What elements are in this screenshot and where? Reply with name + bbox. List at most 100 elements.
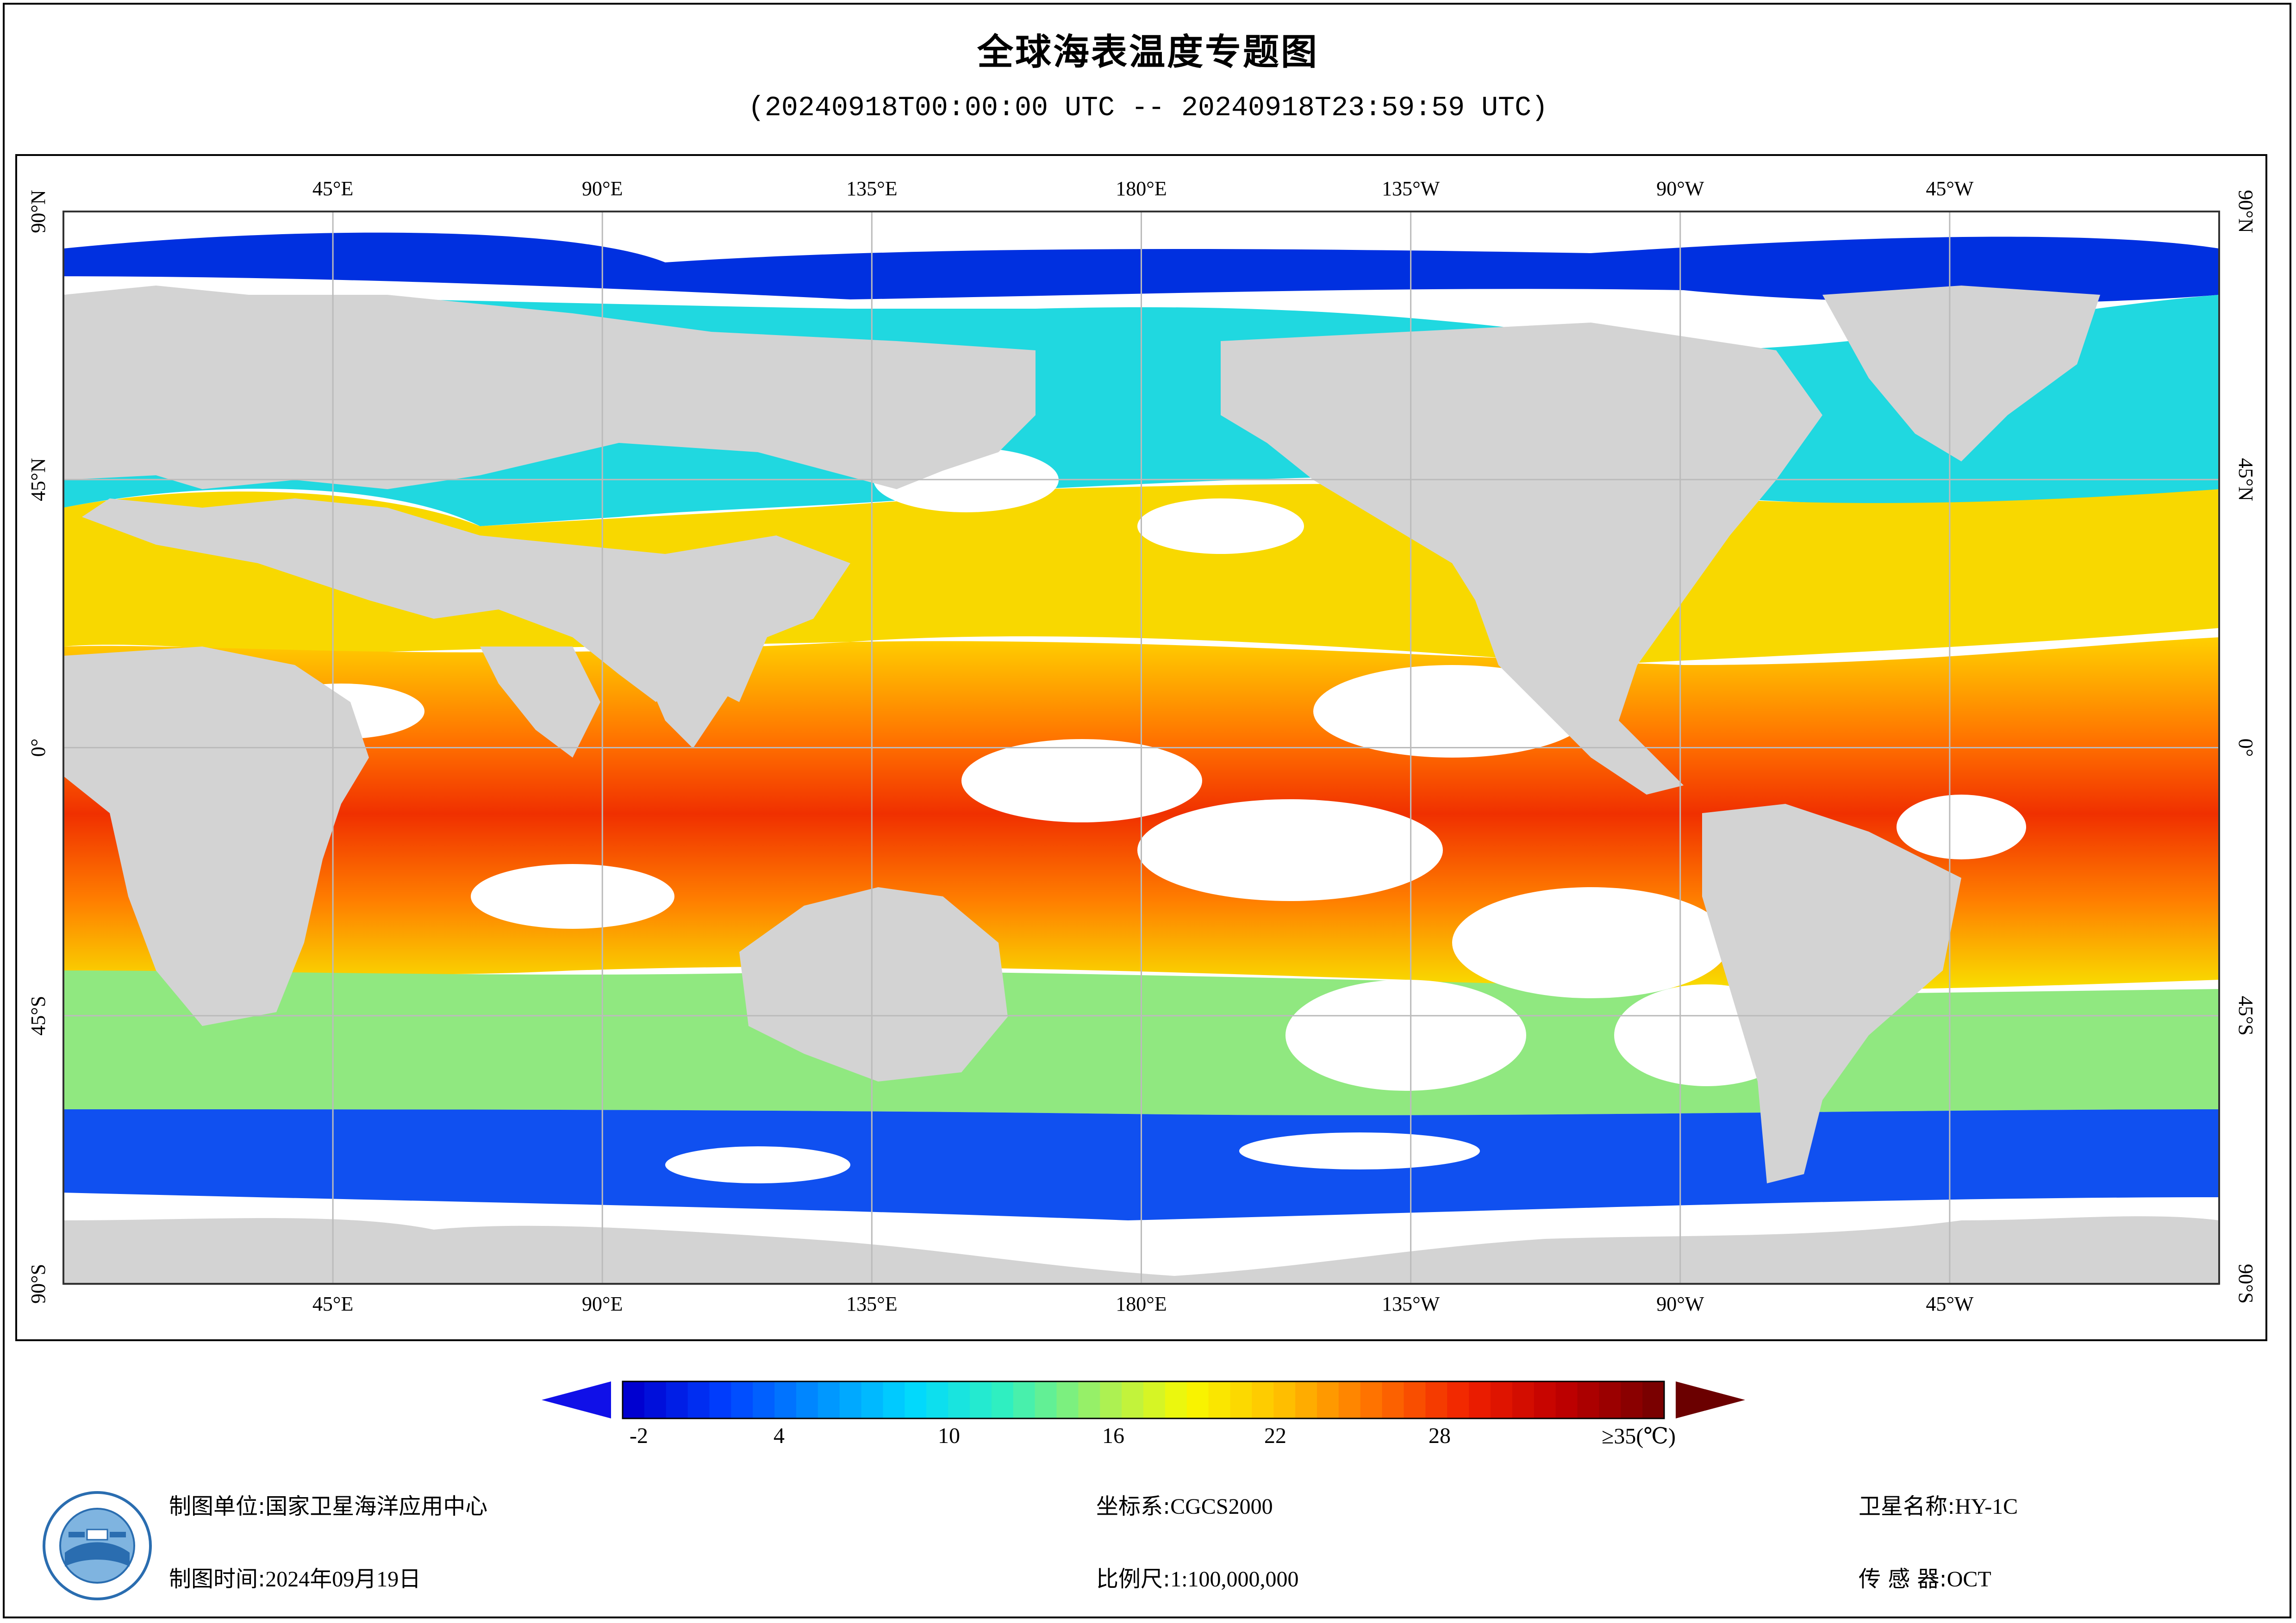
colorbar-segment <box>970 1381 992 1418</box>
latitude-label: 45°N <box>2234 458 2257 501</box>
colorbar-segment <box>774 1381 797 1418</box>
colorbar-segment <box>1360 1381 1383 1418</box>
colorbar-segment <box>817 1381 840 1418</box>
colorbar-segment <box>1230 1381 1253 1418</box>
time-value: 2024年09月19日 <box>265 1567 421 1592</box>
colorbar-segment <box>1338 1381 1361 1418</box>
latitude-labels-left: 90°N 45°N 0° 45°S 90°S <box>27 190 50 1304</box>
colorbar-segment <box>1599 1381 1622 1418</box>
colorbar-under-arrow <box>542 1381 611 1418</box>
longitude-label: 90°E <box>582 1293 623 1315</box>
colorbar-segment <box>731 1381 754 1418</box>
crs-label: 坐标系: <box>1096 1493 1171 1519</box>
colorbar-segment <box>753 1381 775 1418</box>
colorbar-segment <box>1013 1381 1036 1418</box>
colorbar-segment <box>1404 1381 1426 1418</box>
latitude-label: 0° <box>2234 739 2257 757</box>
colorbar-segment <box>883 1381 905 1418</box>
colorbar-border <box>622 1380 1665 1419</box>
colorbar-segment <box>1491 1381 1513 1418</box>
longitude-label: 90°W <box>1656 177 1704 200</box>
colorbar-segment <box>1555 1381 1578 1418</box>
colorbar-segment <box>948 1381 970 1418</box>
colorbar-segment <box>1382 1381 1404 1418</box>
north-america-land <box>1221 323 1822 795</box>
longitude-label: 45°W <box>1926 1293 1974 1315</box>
org-value: 国家卫星海洋应用中心 <box>265 1493 488 1519</box>
colorbar-tick-label: 16 <box>1102 1424 1124 1448</box>
colorbar-segment <box>1035 1381 1057 1418</box>
longitude-label: 135°W <box>1382 177 1440 200</box>
time-label: 制图时间: <box>169 1566 266 1592</box>
footer-satellite: 卫星名称:HY-1C <box>1859 1488 2018 1520</box>
scale-label: 比例尺: <box>1096 1566 1171 1592</box>
satellite-label: 卫星名称: <box>1859 1493 1955 1519</box>
colorbar-segment <box>1447 1381 1470 1418</box>
colorbar-tick-label: 22 <box>1264 1424 1286 1448</box>
africa-land <box>63 647 369 1026</box>
colorbar-segment <box>1295 1381 1317 1418</box>
crs-value: CGCS2000 <box>1170 1494 1273 1519</box>
sensor-label: 传 感 器: <box>1859 1566 1947 1592</box>
longitude-labels-top: 45°E 90°E 135°E 180°E 135°W 90°W 45°W <box>312 177 1974 200</box>
colorbar-segment <box>1100 1381 1123 1418</box>
colorbar-segment <box>1056 1381 1079 1418</box>
colorbar-over-arrow <box>1676 1381 1745 1418</box>
map-plot-border <box>62 211 2220 1285</box>
colorbar-segment <box>1534 1381 1556 1418</box>
map-subtitle: (20240918T00:00:00 UTC -- 20240918T23:59… <box>748 93 1548 124</box>
eurasia-land <box>63 286 1036 489</box>
footer-crs: 坐标系:CGCS2000 <box>1096 1488 1273 1520</box>
latitude-label: 90°S <box>27 1264 50 1304</box>
colorbar-segment <box>839 1381 862 1418</box>
sst-colorbar <box>542 1380 1745 1419</box>
colorbar-tick-label: 10 <box>938 1424 960 1448</box>
colorbar-segment <box>861 1381 884 1418</box>
colorbar-segment <box>644 1381 667 1418</box>
longitude-labels-bottom: 45°E 90°E 135°E 180°E 135°W 90°W 45°W <box>312 1293 1974 1315</box>
indochina-land <box>637 637 730 748</box>
map-frame: 45°E 90°E 135°E 180°E 135°W 90°W 45°W 45°E 90°E… <box>15 154 2267 1341</box>
colorbar-segments <box>623 1381 1665 1418</box>
colorbar-segment <box>926 1381 949 1418</box>
colorbar-segment <box>905 1381 927 1418</box>
colorbar-tick-label: 4 <box>774 1424 785 1448</box>
longitude-label: 180°E <box>1116 1293 1167 1315</box>
latitude-label: 0° <box>27 739 50 757</box>
colorbar-tick-label: 28 <box>1429 1424 1451 1448</box>
longitude-label: 135°E <box>846 1293 897 1315</box>
colorbar-segment <box>687 1381 710 1418</box>
colorbar-segment <box>1642 1381 1665 1418</box>
footer-organization: 制图单位:国家卫星海洋应用中心 <box>169 1488 487 1520</box>
longitude-label: 180°E <box>1116 177 1167 200</box>
longitude-label: 135°E <box>846 177 897 200</box>
footer-scale: 比例尺:1:100,000,000 <box>1096 1561 1299 1593</box>
south-america-land <box>1702 804 1961 1183</box>
latitude-label: 45°N <box>27 458 50 501</box>
longitude-label: 90°E <box>582 177 623 200</box>
outer-frame <box>3 3 2291 1618</box>
colorbar-segment <box>1252 1381 1274 1418</box>
colorbar-segment <box>1186 1381 1209 1418</box>
org-label: 制图单位: <box>169 1493 266 1519</box>
colorbar-segment <box>1165 1381 1187 1418</box>
colorbar-tick-label: ≥35(℃) <box>1601 1424 1676 1449</box>
latitude-label: 45°S <box>2234 996 2257 1036</box>
nsoas-logo-icon <box>43 1491 152 1600</box>
colorbar-segment <box>1143 1381 1166 1418</box>
latitude-label: 90°N <box>2234 190 2257 233</box>
latitude-labels-right: 90°N 45°N 0° 45°S 90°S <box>2234 190 2257 1304</box>
latitude-label: 90°S <box>2234 1264 2257 1304</box>
scale-value: 1:100,000,000 <box>1170 1567 1299 1592</box>
longitude-label: 135°W <box>1382 1293 1440 1315</box>
longitude-label: 90°W <box>1656 1293 1704 1315</box>
colorbar-segment <box>1078 1381 1101 1418</box>
colorbar-segment <box>1425 1381 1448 1418</box>
graticule <box>63 211 2219 1284</box>
map-title: 全球海表温度专题图 <box>977 31 1319 73</box>
colorbar-tick-label: -2 <box>630 1424 648 1448</box>
colorbar-segment <box>796 1381 818 1418</box>
longitude-label: 45°W <box>1926 177 1974 200</box>
colorbar-segment <box>709 1381 732 1418</box>
colorbar-segment <box>1512 1381 1535 1418</box>
